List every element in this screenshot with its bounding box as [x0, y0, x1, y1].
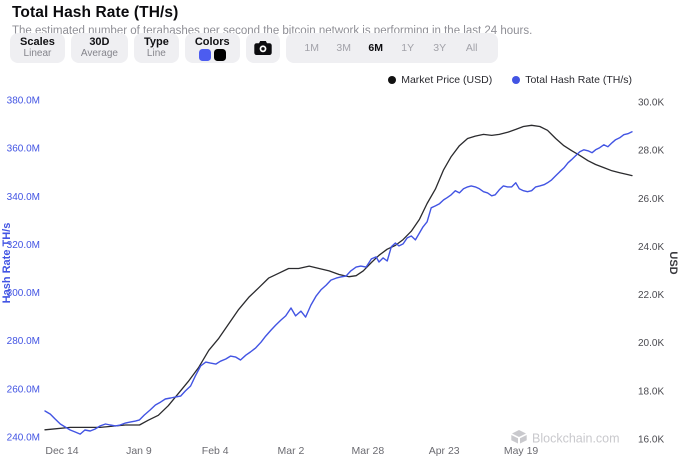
- legend-label-market-price: Market Price (USD): [401, 74, 493, 86]
- x-axis-tick: Mar 28: [352, 445, 385, 457]
- watermark-text: Blockchain.com: [532, 432, 620, 446]
- x-axis-tick: Apr 23: [429, 445, 460, 457]
- average-button[interactable]: 30D Average: [70, 33, 128, 63]
- colors-label: Colors: [194, 35, 230, 48]
- range-3y[interactable]: 3Y: [433, 42, 447, 54]
- screenshot-button[interactable]: [245, 33, 280, 63]
- type-value: Line: [146, 48, 166, 59]
- blockchain-logo-icon: [512, 430, 526, 437]
- scales-value: Linear: [23, 48, 52, 59]
- chart-area[interactable]: 380.0M 360.0M 340.0M 320.0M 300.0M 280.0M 260.…: [0, 86, 680, 464]
- x-axis-tick: Jan 9: [126, 445, 152, 457]
- left-axis-tick: 300.0M: [7, 288, 40, 299]
- hash-rate-line: [44, 131, 633, 435]
- x-axis-tick: Mar 2: [278, 445, 305, 457]
- market-price-dot-icon: [388, 76, 397, 84]
- left-axis-tick: 360.0M: [7, 144, 40, 155]
- x-axis-tick: May 19: [504, 445, 539, 457]
- right-axis-tick: 26.0K: [638, 194, 664, 205]
- right-axis-tick: 30.0K: [638, 98, 664, 109]
- blockchain-logo-icon: [511, 435, 518, 444]
- blue-swatch[interactable]: [198, 48, 211, 61]
- black-swatch[interactable]: [213, 48, 226, 61]
- type-label: Type: [143, 36, 169, 48]
- camera-icon: [253, 41, 272, 55]
- range-6m[interactable]: 6M: [368, 42, 383, 54]
- type-button[interactable]: Type Line: [133, 33, 179, 63]
- x-axis-tick: Dec 14: [45, 445, 78, 457]
- blockchain-logo-icon: [520, 435, 527, 444]
- right-axis-tick: 20.0K: [638, 338, 664, 349]
- legend-label-hash-rate: Total Hash Rate (TH/s): [525, 74, 632, 86]
- chart-svg: 380.0M 360.0M 340.0M 320.0M 300.0M 280.0M 260.…: [1, 96, 679, 458]
- range-all[interactable]: All: [465, 42, 478, 54]
- page-title: Total Hash Rate (TH/s): [12, 4, 179, 21]
- time-range-group: 1M 3M 6M 1Y 3Y All: [285, 33, 498, 63]
- left-axis-tick: 380.0M: [7, 96, 40, 107]
- legend-item-hash-rate[interactable]: Total Hash Rate (TH/s): [512, 74, 632, 86]
- legend-item-market-price[interactable]: Market Price (USD): [388, 74, 492, 86]
- colors-button[interactable]: Colors: [184, 33, 240, 63]
- scales-button[interactable]: Scales Linear: [10, 33, 65, 63]
- left-axis-tick: 260.0M: [7, 384, 40, 395]
- range-3m[interactable]: 3M: [336, 42, 351, 54]
- right-axis-tick: 18.0K: [638, 386, 664, 397]
- scales-label: Scales: [20, 36, 55, 48]
- right-axis-tick: 22.0K: [638, 290, 664, 301]
- left-axis-tick: 280.0M: [7, 336, 40, 347]
- color-swatches: [198, 48, 226, 61]
- average-value: Average: [80, 48, 118, 59]
- toolbar: Scales Linear 30D Average Type Line Colo…: [10, 33, 498, 63]
- left-axis-tick: 320.0M: [7, 240, 40, 251]
- left-axis-tick: 340.0M: [7, 192, 40, 203]
- legend: Market Price (USD) Total Hash Rate (TH/s…: [388, 74, 632, 86]
- left-axis-title: Hash Rate TH/s: [1, 223, 13, 304]
- range-1m[interactable]: 1M: [304, 42, 319, 54]
- right-axis-tick: 28.0K: [638, 146, 664, 157]
- right-axis-tick: 24.0K: [638, 242, 664, 253]
- range-1y[interactable]: 1Y: [401, 42, 415, 54]
- x-axis-tick: Feb 4: [202, 445, 229, 457]
- left-axis-tick: 240.0M: [7, 433, 40, 444]
- right-axis-tick: 16.0K: [638, 435, 664, 446]
- hash-rate-dot-icon: [512, 76, 521, 84]
- average-label: 30D: [89, 36, 110, 48]
- blockchain-watermark: Blockchain.com: [511, 430, 620, 446]
- right-axis-title: USD: [667, 251, 679, 274]
